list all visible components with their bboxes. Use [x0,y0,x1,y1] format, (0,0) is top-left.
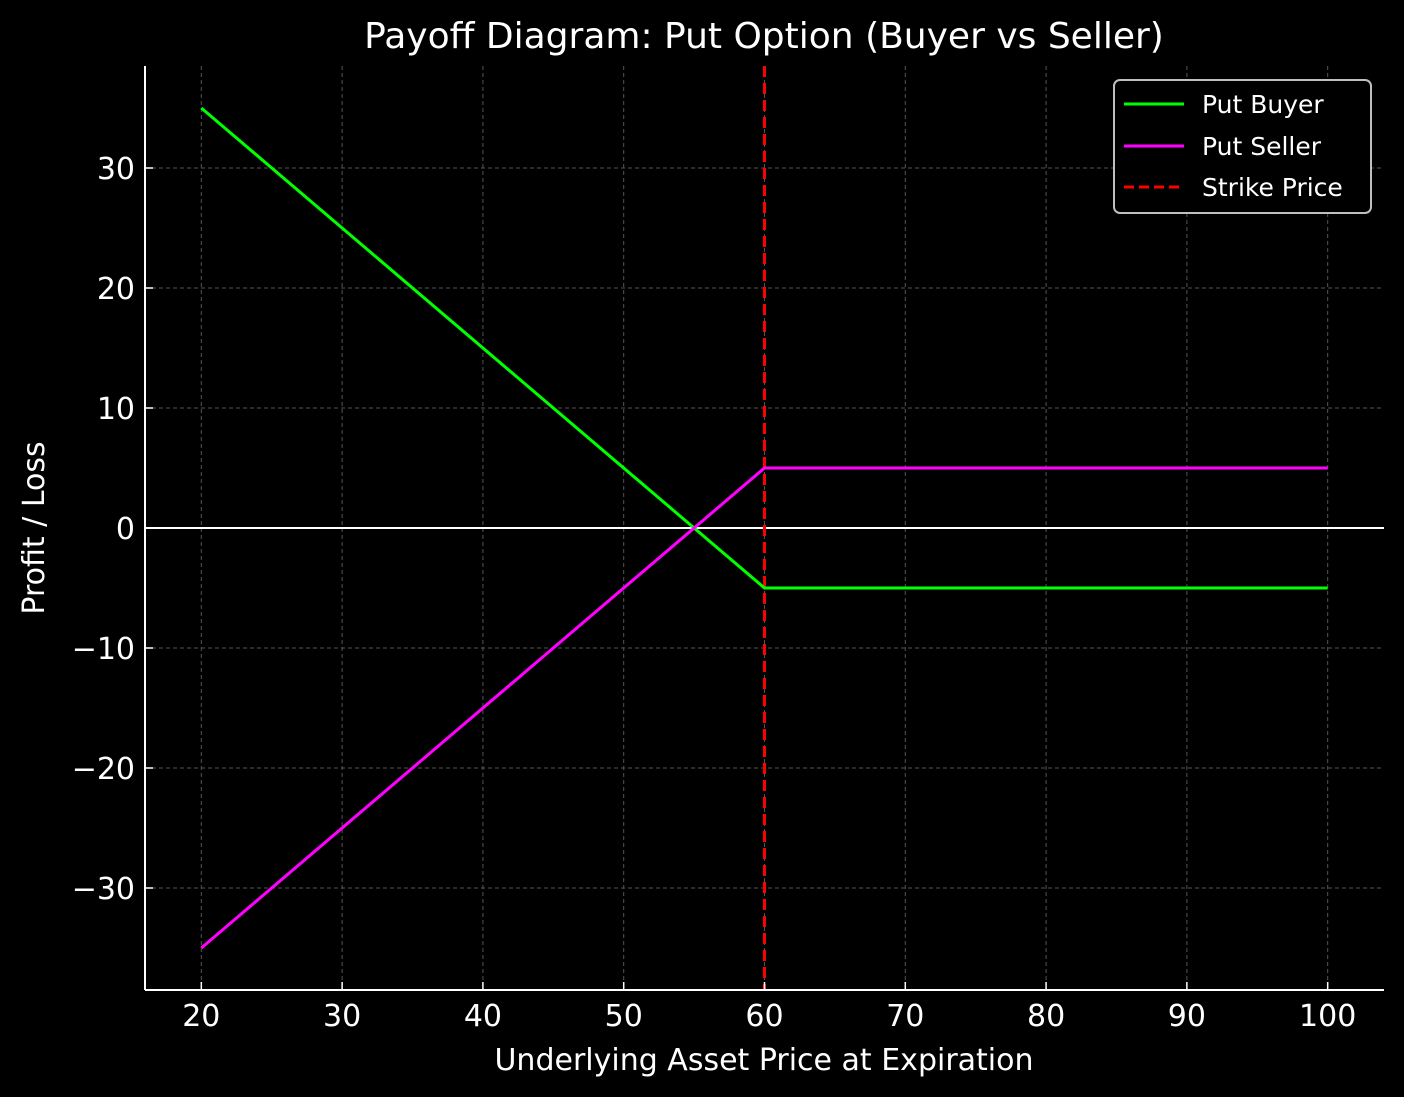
y-tick-label: −20 [72,752,135,787]
y-axis-label: Profit / Loss [17,441,52,614]
y-tick-label: 10 [97,392,135,427]
reference-lines [145,66,1384,990]
y-tick-label: 0 [116,512,135,547]
x-tick-label: 70 [886,999,924,1034]
x-tick-label: 80 [1027,999,1065,1034]
series-put-seller [200,466,1328,950]
y-tick-label: 20 [97,272,135,307]
legend-label-strike-price: Strike Price [1202,173,1343,202]
y-tick-label: −10 [72,632,135,667]
y-ticks: −30 −20 −10 0 10 20 30 [72,152,153,907]
legend: Put Buyer Put Seller Strike Price [1113,79,1372,214]
x-axis-label: Underlying Asset Price at Expiration [494,1043,1033,1078]
x-tick-label: 20 [182,999,220,1034]
legend-label-put-seller: Put Seller [1202,132,1322,161]
x-tick-label: 90 [1168,999,1206,1034]
legend-label-put-buyer: Put Buyer [1202,90,1324,119]
series-lines [200,106,1328,950]
series-put-buyer [200,106,1328,590]
y-tick-label: 30 [97,152,135,187]
x-ticks: 20 30 40 50 60 70 80 90 100 [182,982,1356,1034]
legend-box [1113,79,1372,214]
x-tick-label: 30 [323,999,361,1034]
x-tick-label: 60 [745,999,783,1034]
chart-title: Payoff Diagram: Put Option (Buyer vs Sel… [364,16,1164,57]
x-tick-label: 50 [605,999,643,1034]
x-tick-label: 100 [1299,999,1356,1034]
x-tick-label: 40 [464,999,502,1034]
y-tick-label: −30 [72,872,135,907]
